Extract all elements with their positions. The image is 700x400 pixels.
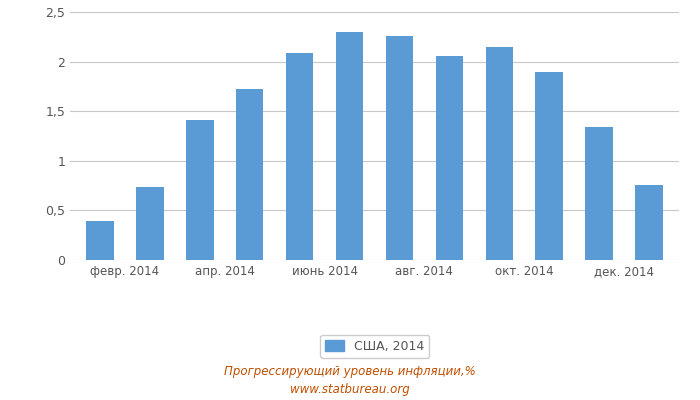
Bar	[136, 186, 164, 260]
Bar	[336, 32, 363, 260]
Bar	[536, 72, 563, 260]
Legend: США, 2014: США, 2014	[320, 335, 429, 358]
Text: www.statbureau.org: www.statbureau.org	[290, 384, 410, 396]
Bar	[186, 120, 214, 260]
Bar	[486, 47, 513, 260]
Bar	[386, 36, 413, 260]
Bar	[435, 56, 463, 260]
Bar	[636, 185, 663, 260]
Bar	[236, 89, 263, 260]
Bar	[585, 127, 613, 260]
Bar	[286, 53, 314, 260]
Bar	[86, 221, 113, 260]
Text: Прогрессирующий уровень инфляции,%: Прогрессирующий уровень инфляции,%	[224, 366, 476, 378]
